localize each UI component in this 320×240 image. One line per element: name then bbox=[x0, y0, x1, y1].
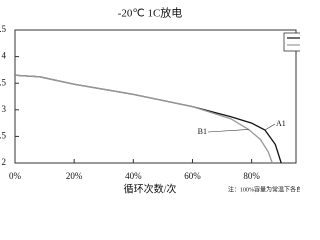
x-axis-label: 循环次数/次 bbox=[124, 182, 177, 195]
footnote: 注：100%容量为常温下各自1 bbox=[228, 185, 300, 193]
series-label: B1 bbox=[198, 127, 207, 136]
annotation-leader bbox=[207, 129, 249, 133]
y-tick-label: 2 bbox=[2, 157, 7, 167]
x-tick-label: 0% bbox=[9, 171, 22, 181]
series-label: A1 bbox=[276, 119, 286, 128]
x-tick-label: 40% bbox=[125, 171, 142, 181]
plot-frame bbox=[14, 29, 297, 164]
y-tick-label: 4.5 bbox=[0, 24, 7, 34]
y-tick-label: 3 bbox=[2, 104, 7, 114]
annotation-leader bbox=[264, 123, 276, 131]
x-tick-label: 80% bbox=[243, 171, 260, 181]
chart-title: -20℃ 1C放电 bbox=[118, 6, 183, 20]
x-tick-label: 60% bbox=[184, 171, 201, 181]
y-tick-label: 4 bbox=[2, 51, 7, 61]
line bbox=[14, 74, 273, 164]
legend-box bbox=[283, 32, 300, 52]
y-tick-label: 3.5 bbox=[0, 77, 7, 87]
line bbox=[14, 74, 282, 164]
chart: -20℃ 1C放电 循环次数/次 注：100%容量为常温下各自1 2 2.5 3 3.… bbox=[0, 6, 300, 195]
y-tick-label: 2.5 bbox=[0, 130, 7, 140]
x-tick-label: 20% bbox=[66, 171, 83, 181]
